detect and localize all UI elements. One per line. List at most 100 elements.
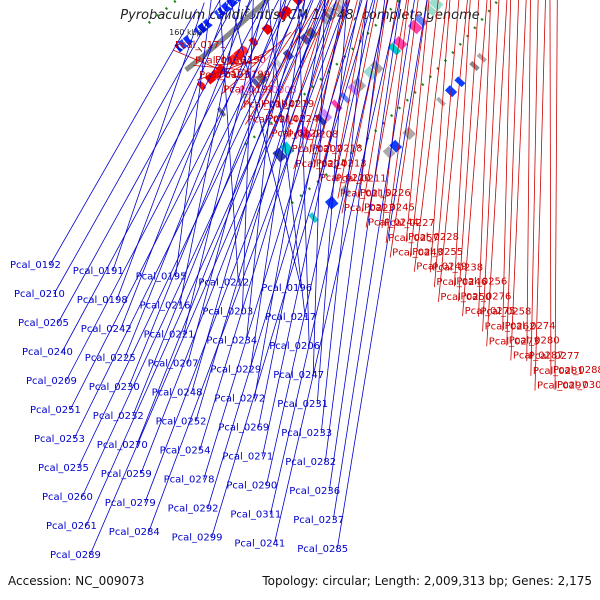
gene-label-rev: Pcal_0272 (214, 393, 265, 404)
gene-label-rev: Pcal_0289 (50, 550, 101, 561)
leader-line-fwd (333, 0, 368, 184)
gene-label-rev: Pcal_0241 (234, 538, 285, 549)
gene-label-fwd: Pcal_0288 (553, 365, 600, 376)
gene-label-fwd: Pcal_0297 (537, 381, 588, 392)
leader-line-rev (336, 0, 428, 550)
gene-label-fwd: Pcal_0262 (485, 321, 536, 332)
gene-feature-t2-12 (337, 0, 348, 8)
gene-label-fwd: Pcal_0245 (364, 203, 415, 214)
gene-label-rev: Pcal_0234 (206, 335, 257, 346)
leader-line-rev (324, 0, 386, 463)
gene-label-rev: Pcal_0212 (198, 277, 249, 288)
topology-text: Topology: circular; Length: 2,009,313 bp… (262, 574, 592, 588)
gene-label-rev: Pcal_0285 (297, 544, 348, 555)
leader-line-fwd (534, 0, 546, 391)
leader-line-rev (211, 0, 374, 538)
gene-label-fwd: Pcal_0274 (505, 321, 556, 332)
gene-feature-t4-2 (340, 185, 352, 197)
leader-line-fwd (317, 0, 368, 184)
leader-line-rev (65, 0, 267, 382)
gene-label-fwd: Pcal_0257 (388, 233, 439, 244)
gene-feature-t0-1 (177, 38, 188, 50)
genome-backbone (184, 0, 271, 72)
gene-label-rev: Pcal_0191 (73, 266, 124, 277)
gene-label-fwd: Pcal_0246 (436, 277, 487, 288)
leader-line-fwd (240, 23, 300, 110)
gene-feature-t2-2 (251, 77, 262, 89)
gene-label-rev: Pcal_0284 (109, 527, 160, 538)
leader-line-rev (144, 0, 337, 503)
leader-line-fwd (365, 0, 408, 228)
ring-layer (147, 0, 500, 205)
gene-label-rev: Pcal_0279 (105, 498, 156, 509)
leader-line-fwd (309, 0, 348, 154)
leader-line-fwd (526, 0, 531, 362)
accession-text: Accession: NC_009073 (8, 574, 145, 588)
leader-line-rev (270, 0, 389, 515)
leader-line-fwd (453, 0, 471, 287)
leader-line-fwd (220, 31, 292, 95)
gene-label-rev: Pcal_0242 (81, 324, 132, 335)
gene-label-rev: Pcal_0248 (152, 388, 203, 399)
gene-feature-t3-15 (423, 3, 438, 17)
gene-feature-t4-6 (436, 96, 446, 107)
leader-line-fwd (405, 0, 430, 243)
gene-label-rev: Pcal_0240 (22, 347, 73, 358)
gene-label-fwd: Pcal_0256 (456, 277, 507, 288)
gene-feature-t3-4 (319, 108, 333, 122)
gene-feature-t1-8 (261, 23, 273, 36)
gene-label-fwd: Pcal_0287 (513, 350, 564, 361)
gene-feature-t3-16 (428, 0, 444, 11)
gene-label-rev: Pcal_0225 (85, 353, 136, 364)
leader-line-rev (124, 0, 269, 358)
leader-line-rev (132, 0, 301, 416)
leader-line-rev (112, 2, 205, 271)
gene-label-fwd: Pcal_0275 (465, 306, 516, 317)
leader-line-rev (332, 0, 415, 521)
gene-label-rev: Pcal_0278 (164, 475, 215, 486)
gene-label-fwd: Pcal_0219 (263, 99, 314, 110)
leader-line-rev (175, 0, 212, 277)
gene-feature-t3-6 (339, 91, 351, 104)
leader-line-fwd (337, 0, 378, 199)
leader-line-rev (49, 8, 198, 266)
leader-line-rev (120, 0, 251, 329)
leader-line-rev (246, 0, 282, 341)
gene-label-rev: Pcal_0254 (160, 446, 211, 457)
gene-feature-t3-9 (363, 65, 378, 81)
gene-label-rev: Pcal_0206 (269, 341, 320, 352)
gene-label-fwd: Pcal_0222 (272, 129, 323, 140)
leader-line-fwd (530, 0, 539, 376)
leader-line-rev (195, 0, 322, 422)
leader-line-fwd (429, 0, 451, 273)
leader-line-rev (81, 0, 312, 498)
leader-line-rev (316, 0, 348, 405)
leader-line-rev (203, 0, 351, 480)
gene-label-rev: Pcal_0195 (136, 272, 187, 283)
gene-label-fwd: Pcal_0280 (509, 336, 560, 347)
gene-label-rev: Pcal_0210 (14, 289, 65, 300)
gene-label-fwd: Pcal_0281 (533, 366, 584, 377)
leader-line-rev (136, 0, 314, 445)
gene-feature-t3-12 (392, 35, 408, 51)
gene-label-fwd: Pcal_0208 (287, 129, 338, 140)
gene-label-rev: Pcal_0217 (265, 312, 316, 323)
gene-label-fwd: Pcal_0277 (529, 351, 580, 362)
gene-label-rev: Pcal_0271 (222, 451, 273, 462)
leader-line-rev (89, 0, 329, 556)
leader-line-fwd (389, 0, 428, 258)
leader-line-rev (85, 0, 321, 527)
leader-line-fwd (502, 0, 512, 331)
gene-feature-t2-4 (273, 58, 284, 69)
gene-label-rev: Pcal_0221 (144, 330, 195, 341)
leader-line-fwd (413, 0, 448, 272)
gene-label-rev: Pcal_0209 (26, 376, 77, 387)
leader-line-fwd (361, 0, 398, 213)
gene-label-fwd: Pcal_0213 (316, 158, 367, 169)
gene-label-fwd: Pcal_0190 (215, 55, 266, 66)
gene-label-fwd: Pcal_0224 (267, 114, 318, 125)
gene-label-rev: Pcal_0229 (210, 364, 261, 375)
gene-label-fwd: Pcal_0204 (296, 159, 347, 170)
gene-label-fwd: Pcal_0218 (312, 143, 363, 154)
gene-feature-t4-10 (476, 52, 487, 63)
